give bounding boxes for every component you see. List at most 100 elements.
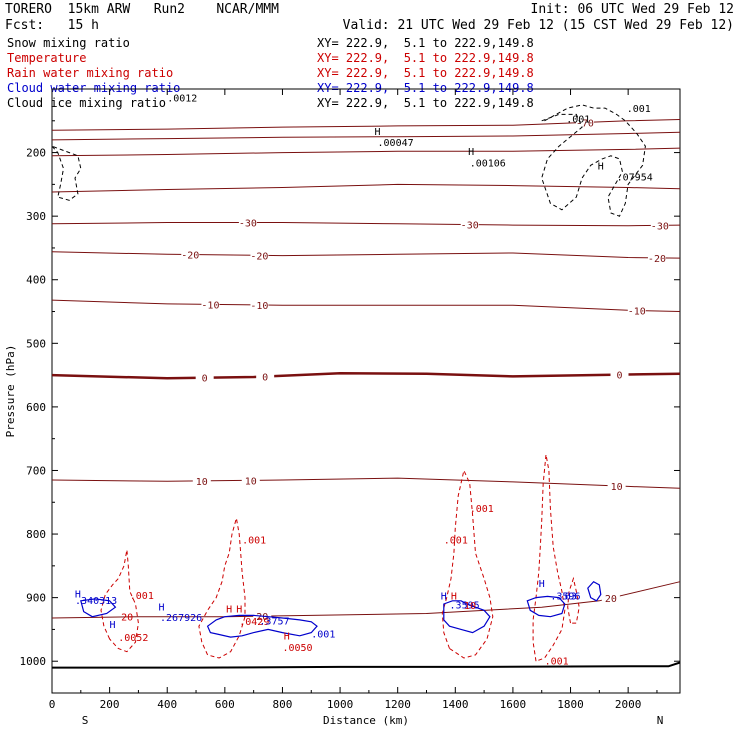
isotherm-label: -10 [201, 300, 219, 311]
isotherm-label-bg [607, 479, 626, 492]
h-max-marker: H [539, 579, 545, 590]
isotherm-label: 20 [605, 594, 617, 605]
y-tick-label: 600 [26, 401, 46, 414]
x-tick-label: 200 [100, 698, 120, 711]
x-end-label-right: N [657, 714, 664, 727]
max-value-label: .3757 [259, 616, 289, 627]
rain-contour [198, 518, 246, 659]
snow-contour [541, 104, 646, 217]
legend-rain-name: Rain water mixing ratio [7, 66, 174, 80]
h-max-marker: H [375, 127, 381, 138]
isotherm-label: -20 [181, 251, 199, 262]
isotherm-line [51, 251, 681, 259]
legend-rain-xy: XY= 222.9, 5.1 to 222.9,149.8 [317, 66, 534, 80]
isotherm-label-bg [250, 298, 269, 311]
isotherm-label-bg [181, 248, 200, 261]
contour-label: .001 [566, 115, 590, 126]
h-max-marker: H [284, 632, 290, 643]
x-tick-label: 800 [273, 698, 293, 711]
isotherm-line [51, 477, 681, 489]
h-max-marker: H [109, 620, 115, 631]
x-tick-label: 1000 [327, 698, 354, 711]
model-title: TORERO 15km ARW Run2 NCAR/MMM [5, 2, 279, 17]
init-time: Init: 06 UTC Wed 29 Feb 12 [530, 2, 735, 17]
legend-cloudwater-xy: XY= 222.9, 5.1 to 222.9,149.8 [317, 81, 534, 95]
h-max-marker: H [158, 602, 164, 613]
contour-label: .001 [444, 536, 468, 547]
isotherm-line [51, 222, 681, 227]
legend-cloudwater-name: Cloud water mixing ratio [7, 81, 181, 95]
y-tick-label: 700 [26, 464, 46, 477]
isotherm-label: -20 [648, 254, 666, 265]
snow-contour [51, 145, 82, 201]
isotherm-label: -10 [250, 301, 268, 312]
isotherm-label-bg [195, 371, 214, 384]
h-max-marker: H [236, 604, 242, 615]
cloud-water-contour [526, 595, 566, 618]
max-value-label: .340313 [75, 596, 117, 607]
max-value-label: 10 [464, 601, 476, 612]
max-value-label: .267926 [160, 613, 202, 624]
isotherm-label: 0 [202, 374, 208, 385]
isotherm-label-bg [610, 368, 629, 381]
isotherm-label: 20 [256, 612, 268, 623]
y-tick-label: 400 [26, 274, 46, 287]
max-value-label: 63 [565, 592, 577, 603]
x-tick-label: 1200 [384, 698, 411, 711]
cloud-water-contour [80, 598, 117, 618]
cloud-water-contour [443, 600, 491, 634]
x-end-label-left: S [82, 714, 89, 727]
valid-time: Valid: 21 UTC Wed 29 Feb 12 (15 CST Wed … [342, 18, 734, 33]
isotherm-line [51, 147, 681, 157]
terrain-line [52, 661, 681, 669]
max-value-label: .0012 [167, 94, 197, 105]
max-value-label: .00106 [470, 159, 506, 170]
isotherm-label: -20 [250, 251, 268, 262]
contour-label: .001 [627, 104, 651, 115]
legend-cloudice-name: Cloud ice mixing ratio [7, 96, 166, 110]
isotherm-label: -30 [461, 221, 479, 232]
y-axis-label: Pressure (hPa) [4, 345, 17, 438]
isotherm-label: -30 [239, 219, 257, 230]
isotherm-line [51, 371, 681, 380]
cloud-water-contour [587, 580, 602, 602]
isotherm-label: 0 [262, 373, 268, 384]
legend-temp-name: Temperature [7, 51, 87, 65]
forecast-hour: Fcst: 15 h [5, 18, 99, 33]
contour-label: .001 [545, 656, 569, 667]
isotherm-label-bg [575, 116, 594, 129]
h-max-marker: H [75, 590, 81, 601]
isotherm-label: -30 [651, 221, 669, 232]
legend-snow-name: Snow mixing ratio [7, 36, 130, 50]
isotherm-label: 0 [616, 371, 622, 382]
h-max-marker: H [468, 147, 474, 158]
isotherm-label-bg [250, 249, 269, 262]
isotherm-label-bg [650, 219, 669, 232]
isotherm-label: -70 [576, 118, 594, 129]
rain-contour [532, 454, 566, 662]
contour-label: 20 [121, 613, 133, 624]
isotherm-line [51, 131, 681, 141]
max-value-label: .0050 [282, 643, 312, 654]
x-tick-label: 0 [49, 698, 56, 711]
isotherm-label-bg [192, 474, 211, 487]
y-tick-label: 500 [26, 337, 46, 350]
isotherm-label-bg [460, 218, 479, 231]
isotherm-label-bg [238, 216, 257, 229]
y-tick-label: 300 [26, 210, 46, 223]
h-max-marker: H [226, 604, 232, 615]
rain-contour [100, 549, 139, 653]
cloud-water-contour [206, 614, 318, 638]
isotherm-label-bg [647, 251, 666, 264]
plot-frame [51, 88, 681, 694]
max-value-label: .3595 [450, 600, 480, 611]
contour-label: .001 [242, 536, 266, 547]
isotherm-label-bg [201, 298, 220, 311]
legend-cloudice-xy: XY= 222.9, 5.1 to 222.9,149.8 [317, 96, 534, 110]
y-tick-label: 1000 [20, 655, 47, 668]
y-tick-label: 900 [26, 592, 46, 605]
h-max-marker: H [451, 592, 457, 603]
x-tick-label: 400 [157, 698, 177, 711]
isotherm-label-bg [601, 592, 620, 605]
